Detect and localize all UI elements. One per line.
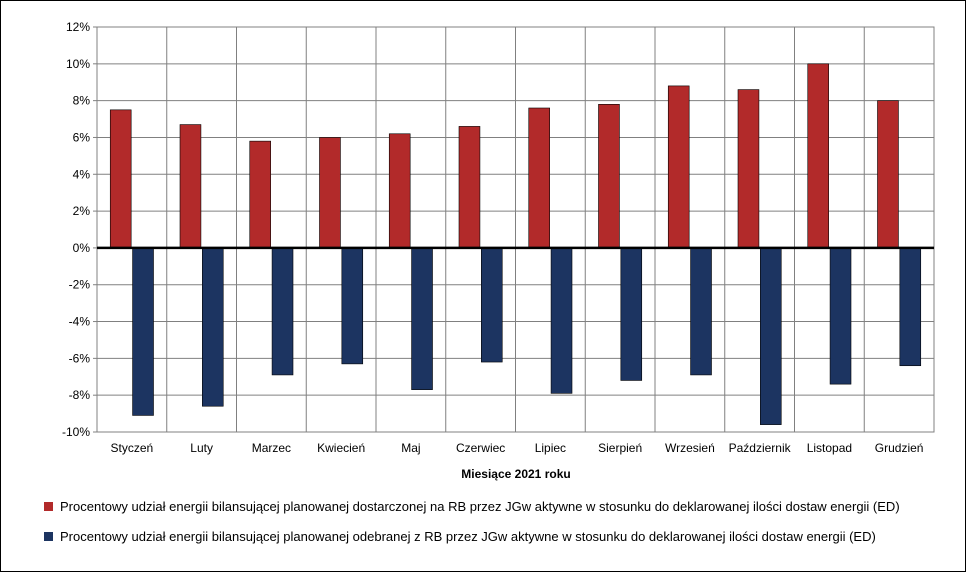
legend-label: Procentowy udział energii bilansującej p… [60, 498, 900, 514]
legend-swatch-red [44, 501, 53, 511]
bar-delivered [109, 109, 132, 249]
bar-delivered [807, 63, 829, 249]
x-tick-label: Listopad [807, 441, 852, 455]
bar-received [550, 247, 573, 394]
legend-item-received: Procentowy udział energii bilansującej p… [44, 527, 900, 545]
legend: Procentowy udział energii bilansującej p… [44, 497, 900, 557]
bars [109, 63, 922, 425]
y-tick-label: 12% [66, 20, 90, 34]
bar-delivered [458, 126, 481, 249]
x-tick-label: Czerwiec [456, 441, 505, 455]
bar-received [341, 247, 364, 365]
x-axis-label: Miesiące 2021 roku [461, 467, 570, 481]
x-tick-label: Grudzień [875, 441, 924, 455]
bar-delivered [737, 89, 760, 249]
legend-swatch-blue [44, 531, 53, 541]
bar-chart: -10% -8% -6% -4% -2% 0% 2% 4% 6% 8% 10% 12% Styczeń… [62, 20, 935, 481]
bar-delivered [877, 100, 899, 249]
x-tick-label: Sierpień [598, 441, 642, 455]
bar-received [411, 247, 433, 390]
y-tick-label: 6% [73, 130, 91, 144]
bar-delivered [388, 133, 411, 249]
bar-delivered [528, 107, 550, 249]
x-tick-label: Marzec [252, 441, 291, 455]
y-tick-label: -6% [69, 351, 91, 365]
x-tick-label: Maj [401, 441, 420, 455]
legend-item-delivered: Procentowy udział energii bilansującej p… [44, 497, 900, 515]
bar-received [829, 247, 852, 385]
y-tick-label: 2% [73, 204, 91, 218]
y-tick-label: 4% [73, 167, 91, 181]
x-tick-label: Luty [190, 441, 213, 455]
x-tick-label: Kwiecień [317, 441, 365, 455]
y-tick-label: 10% [66, 57, 90, 71]
y-tick-label: 0% [73, 241, 91, 255]
y-tick-label: 8% [73, 94, 91, 108]
bar-received [690, 247, 712, 376]
bar-delivered [319, 137, 341, 249]
y-tick-label: -2% [69, 278, 91, 292]
bar-received [202, 247, 224, 407]
x-tick-label: Lipiec [535, 441, 566, 455]
bar-received [620, 247, 643, 381]
x-tick-label: Wrzesień [665, 441, 715, 455]
legend-label: Procentowy udział energii bilansującej p… [60, 528, 876, 544]
bar-received [481, 247, 503, 363]
x-tick-label: Październik [729, 441, 792, 455]
bar-received [271, 247, 294, 376]
bar-delivered [598, 104, 620, 249]
bar-delivered [179, 124, 202, 249]
bar-received [760, 247, 782, 425]
x-axis-ticks: Styczeń Luty Marzec Kwiecień Maj Czerwiec Lipi… [111, 441, 924, 455]
bar-delivered [249, 140, 271, 249]
y-tick-label: -4% [69, 315, 91, 329]
bar-received [132, 247, 154, 416]
bar-delivered [667, 85, 690, 249]
x-tick-label: Styczeń [111, 441, 154, 455]
y-axis-ticks: -10% -8% -6% -4% -2% 0% 2% 4% 6% 8% 10% 12% [62, 20, 97, 439]
bar-received [899, 247, 922, 367]
y-tick-label: -8% [69, 388, 91, 402]
y-tick-label: -10% [62, 425, 90, 439]
